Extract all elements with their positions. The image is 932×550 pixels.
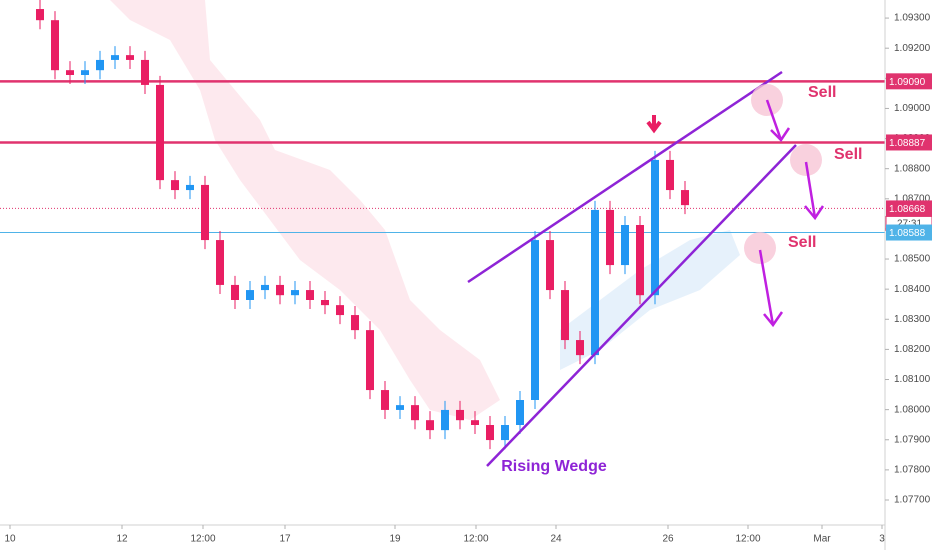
price-label: 1.08588	[889, 228, 926, 239]
arrow	[804, 161, 825, 221]
candle-body	[591, 209, 599, 356]
candle-body	[171, 180, 179, 191]
candle-body	[666, 159, 674, 191]
x-tick-label: 12:00	[190, 534, 215, 545]
candle-body	[246, 290, 254, 300]
candle-body	[306, 290, 314, 300]
y-tick-label: 1.07800	[894, 465, 931, 476]
arrows	[758, 99, 825, 328]
candle-body	[231, 284, 239, 300]
candle-body	[81, 70, 89, 75]
candle-body	[636, 225, 644, 296]
candle-body	[336, 305, 344, 316]
sell-marker	[744, 232, 776, 264]
candle-body	[396, 405, 404, 410]
candle-body	[546, 240, 554, 291]
arrow	[758, 249, 784, 328]
candle-body	[651, 159, 659, 296]
x-tick-label: 12	[116, 534, 128, 545]
y-tick-label: 1.08200	[894, 344, 931, 355]
candle-body	[351, 315, 359, 331]
x-tick-label: 17	[279, 534, 291, 545]
candle-body	[186, 184, 194, 191]
ichimoku-cloud	[110, 0, 740, 420]
candle-body	[96, 59, 104, 71]
candle-body	[561, 290, 569, 341]
candle-body	[606, 209, 614, 266]
candle-body	[516, 400, 524, 425]
candle-body	[51, 20, 59, 71]
candle-body	[366, 330, 374, 391]
candle-body	[36, 9, 44, 21]
candle-body	[201, 184, 209, 241]
wedge-lower	[486, 144, 797, 467]
y-tick-label: 1.08700	[894, 193, 931, 204]
annotation: Sell	[808, 84, 836, 101]
candle-body	[621, 225, 629, 266]
candles	[36, 0, 689, 450]
annotation: Rising Wedge	[501, 458, 607, 475]
candle-body	[141, 59, 149, 85]
price-label-bg	[886, 134, 932, 151]
candle-body	[111, 55, 119, 60]
candle-body	[156, 84, 164, 181]
y-tick-label: 1.08300	[894, 314, 931, 325]
candle-body	[321, 300, 329, 306]
candle-body	[681, 190, 689, 206]
arrow	[765, 99, 791, 142]
price-label-bg	[886, 200, 932, 217]
y-tick-label: 1.07900	[894, 434, 931, 445]
x-tick-label: 3	[879, 534, 885, 545]
candle-body	[471, 420, 479, 425]
x-tick-label: 12:00	[463, 534, 488, 545]
x-tick-label: 26	[662, 534, 674, 545]
candle-body	[456, 409, 464, 421]
y-tick-label: 1.09300	[894, 13, 931, 24]
x-tick-label: Mar	[813, 534, 831, 545]
x-tick-label: 10	[4, 534, 16, 545]
annotation: Sell	[834, 146, 862, 163]
price-label: 1.08668	[889, 204, 926, 215]
y-tick-label: 1.08000	[894, 404, 931, 415]
candle-body	[411, 405, 419, 421]
x-tick-label: 19	[389, 534, 401, 545]
candle-body	[261, 284, 269, 291]
sell-marker	[790, 144, 822, 176]
y-tick-label: 1.08500	[894, 254, 931, 265]
cloud-bearish	[110, 0, 500, 420]
candle-body	[381, 390, 389, 410]
candle-body	[291, 290, 299, 296]
candle-body	[126, 55, 134, 60]
y-tick-label: 1.08800	[894, 163, 931, 174]
candle-body	[66, 70, 74, 75]
candle-body	[531, 240, 539, 400]
x-tick-label: 24	[550, 534, 562, 545]
wedge-upper	[467, 70, 783, 284]
y-tick-label: 1.07700	[894, 495, 931, 506]
y-tick-label: 1.09000	[894, 103, 931, 114]
x-tick-label: 12:00	[735, 534, 760, 545]
candle-body	[576, 340, 584, 356]
candle-body	[486, 425, 494, 441]
price-label-bg	[886, 73, 932, 90]
cloud-bullish	[560, 230, 740, 370]
price-label: 1.09090	[889, 77, 926, 88]
candle-body	[441, 409, 449, 431]
y-tick-label: 1.08100	[894, 374, 931, 385]
price-label-bg	[886, 224, 932, 241]
annotation: Sell	[788, 234, 816, 251]
candle-body	[501, 425, 509, 441]
candle-body	[216, 240, 224, 285]
y-tick-label: 1.08400	[894, 284, 931, 295]
drawings	[467, 70, 825, 467]
candle-body	[426, 420, 434, 431]
y-tick-label: 1.09200	[894, 43, 931, 54]
candle-body	[276, 284, 284, 296]
top-arrow	[646, 115, 662, 134]
price-label: 1.08887	[889, 138, 926, 149]
countdown: 27:31	[897, 219, 922, 230]
axes: 1.093001.092001.091001.090001.089001.088…	[4, 13, 932, 545]
